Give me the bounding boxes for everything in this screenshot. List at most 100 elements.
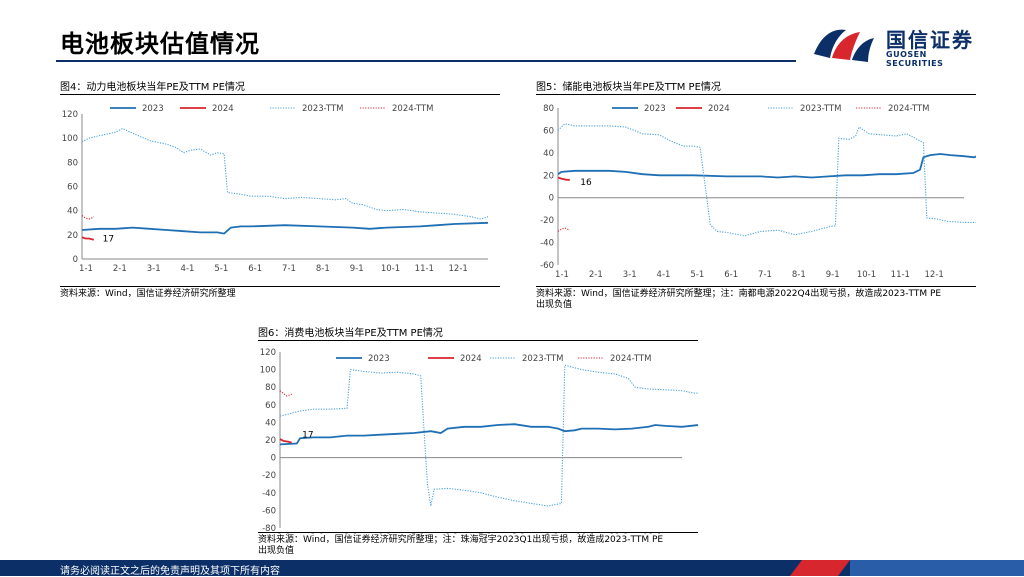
- x-tick-label: 11-1: [609, 533, 628, 534]
- x-tick-label: 9-1: [545, 533, 559, 534]
- x-tick-label: 9-1: [826, 270, 840, 280]
- series-line-2024-ttm: [81, 215, 95, 220]
- chart-panel-1: 图4：动力电池板块当年PE及TTM PE情况 0 20 40 60 80 100 120 1-…: [60, 78, 500, 308]
- chart-source-line2: 出现负值: [536, 300, 573, 310]
- x-tick-label: 3-1: [344, 533, 358, 534]
- x-tick-label: 1-1: [277, 533, 291, 534]
- chart-source-line1: 资料来源：Wind，国信证券经济研究所整理；注：珠海冠宇2023Q1出现亏损，故…: [258, 535, 664, 545]
- page-footer: 请务必阅读正文之后的免责声明及其项下所有内容: [0, 560, 1024, 577]
- source-rule: [60, 286, 500, 287]
- chart-figure: -80 -60 -40 -20 0 20 40 60 80 100 120 1-1 2-1 3-1 4-1 5…: [260, 348, 698, 534]
- y-tick-label: 120: [260, 348, 276, 358]
- x-tick-label: 11-1: [891, 270, 910, 280]
- x-tick-label: 8-1: [792, 270, 806, 280]
- y-tick-label: 0: [73, 255, 78, 265]
- chart-panel-2: 图5：储能电池板块当年PE及TTM PE情况 -60 -40 -20 0 20 40 60 8…: [536, 78, 976, 318]
- data-label: 16: [580, 178, 592, 188]
- legend-label: 2023-TTM: [800, 104, 842, 114]
- series-line-2023-ttm: [279, 364, 698, 507]
- series-line-2024-ttm: [557, 227, 571, 232]
- footer-stripe-red: [790, 560, 850, 576]
- caption-rule: [258, 340, 698, 341]
- y-tick-label: 80: [67, 158, 78, 168]
- title-divider: [56, 60, 796, 62]
- y-tick-label: 0: [549, 194, 554, 204]
- chart-panel-3: 图6：消费电池板块当年PE及TTM PE情况 -80 -60 -40 -20 0 20 40…: [258, 324, 698, 560]
- x-tick-label: 12-1: [643, 533, 662, 534]
- series-line-2024: [81, 236, 95, 241]
- x-tick-label: 5-1: [214, 264, 228, 274]
- legend-label: 2024: [460, 354, 482, 364]
- x-tick-label: 4-1: [378, 533, 392, 534]
- x-tick-label: 1-1: [79, 264, 93, 274]
- legend-label: 2024-TTM: [392, 104, 434, 114]
- y-tick-label: -40: [262, 489, 276, 499]
- y-tick-label: 120: [62, 110, 78, 120]
- y-tick-label: -20: [540, 216, 554, 226]
- x-tick-label: 7-1: [282, 264, 296, 274]
- x-tick-label: 8-1: [316, 264, 330, 274]
- data-label: 17: [103, 234, 114, 244]
- brand-mark-icon: [814, 29, 874, 62]
- chart-caption: 图6：消费电池板块当年PE及TTM PE情况: [258, 328, 443, 339]
- y-tick-label: 20: [67, 231, 78, 241]
- x-tick-label: 1-1: [555, 270, 569, 280]
- data-label: 17: [302, 431, 313, 441]
- x-tick-label: 5-1: [690, 270, 704, 280]
- y-tick-label: 100: [62, 134, 78, 144]
- y-tick-label: 20: [543, 171, 554, 181]
- y-tick-label: -60: [540, 261, 554, 271]
- legend-label: 2024: [212, 104, 234, 114]
- caption-rule: [60, 94, 500, 95]
- brand-name-en: GUOSEN SECURITIES: [886, 50, 944, 68]
- chart-figure: -60 -40 -20 0 20 40 60 80 1-1 2-1 3-1 4-1 5-1 6-1 7-1 8…: [540, 104, 976, 280]
- y-tick-label: 0: [271, 454, 276, 464]
- footer-stripe-light: [850, 560, 1024, 576]
- y-tick-label: 80: [265, 383, 276, 393]
- chart-source-line1: 资料来源：Wind，国信证券经济研究所整理；注：南都电源2022Q4出现亏损，故…: [536, 289, 942, 299]
- legend-label: 2023-TTM: [522, 354, 564, 364]
- x-tick-label: 6-1: [724, 270, 738, 280]
- chart-source: 资料来源：Wind，国信证券经济研究所整理: [60, 289, 236, 300]
- x-tick-label: 6-1: [445, 533, 459, 534]
- footer-disclaimer: 请务必阅读正文之后的免责声明及其项下所有内容: [60, 566, 280, 577]
- x-tick-label: 3-1: [147, 264, 161, 274]
- x-tick-label: 7-1: [478, 533, 492, 534]
- chart-source: 资料来源：Wind，国信证券经济研究所整理；注：南都电源2022Q4出现亏损，故…: [536, 289, 941, 311]
- x-tick-label: 4-1: [657, 270, 671, 280]
- y-tick-label: 40: [543, 149, 554, 159]
- x-tick-label: 11-1: [415, 264, 434, 274]
- chart-source: 资料来源：Wind，国信证券经济研究所整理；注：珠海冠宇2023Q1出现亏损，故…: [258, 535, 663, 557]
- chart-figure: 0 20 40 60 80 100 120 1-1 2-1 3-1 4-1 5-1 6-1 7-1 8-1 9…: [62, 104, 489, 274]
- legend-label: 2024-TTM: [888, 104, 930, 114]
- legend-label: 2023: [644, 104, 666, 114]
- series-line-2023: [557, 153, 976, 179]
- y-tick-label: 80: [543, 104, 554, 114]
- series-line-2024: [279, 438, 292, 444]
- brand-logo: 国信证券 GUOSEN SECURITIES: [812, 20, 982, 68]
- legend-label: 2024: [708, 104, 730, 114]
- chart-caption: 图5：储能电池板块当年PE及TTM PE情况: [536, 82, 721, 93]
- y-tick-label: 40: [67, 207, 78, 217]
- y-tick-label: 40: [265, 418, 276, 428]
- x-tick-label: 2-1: [589, 270, 603, 280]
- y-tick-label: 20: [265, 436, 276, 446]
- chart-caption: 图4：动力电池板块当年PE及TTM PE情况: [60, 82, 245, 93]
- x-tick-label: 10-1: [857, 270, 876, 280]
- x-tick-label: 12-1: [449, 264, 468, 274]
- page-title: 电池板块估值情况: [60, 30, 260, 58]
- y-tick-label: -60: [262, 506, 276, 516]
- series-line-2023-ttm: [81, 127, 489, 220]
- source-rule: [536, 286, 976, 287]
- x-tick-label: 5-1: [411, 533, 425, 534]
- x-tick-label: 3-1: [623, 270, 637, 280]
- x-tick-label: 7-1: [758, 270, 772, 280]
- legend-label: 2024-TTM: [610, 354, 652, 364]
- series-line-2023: [279, 423, 698, 446]
- source-rule: [258, 532, 698, 533]
- legend-label: 2023: [142, 104, 164, 114]
- y-tick-label: -40: [540, 239, 554, 249]
- chart-source-line1: 资料来源：Wind，国信证券经济研究所整理: [60, 289, 236, 299]
- y-tick-label: 60: [543, 126, 554, 136]
- y-tick-label: 60: [67, 183, 78, 193]
